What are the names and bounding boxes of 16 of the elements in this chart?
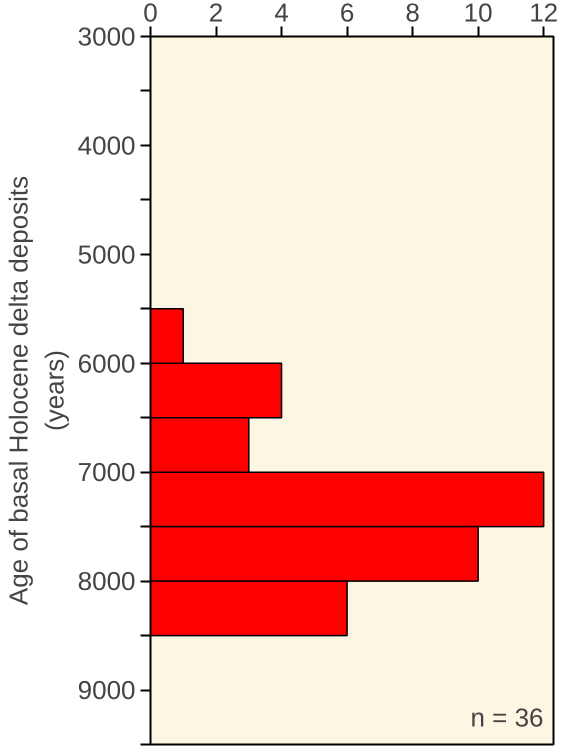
x-tick-label: 8 [405,0,420,28]
y-tick-label: 8000 [78,566,136,596]
x-tick-label: 4 [274,0,289,28]
y-tick-label: 6000 [78,348,136,378]
y-tick-label: 9000 [78,675,136,706]
annotation: n = 36 [470,702,544,732]
y-tick-label: 5000 [78,239,136,270]
y-tick-label: 7000 [78,457,136,488]
y-tick-label: 3000 [78,22,136,52]
x-tick-label: 10 [464,0,493,28]
x-tick-label: 0 [143,0,158,28]
x-tick-label: 2 [208,0,224,28]
x-tick-label: 12 [529,0,558,28]
x-tick-label: 6 [340,0,354,28]
y-tick-label: 4000 [78,130,136,160]
y-axis-title: Age of basal Holocene delta deposits (years) [4,176,70,606]
